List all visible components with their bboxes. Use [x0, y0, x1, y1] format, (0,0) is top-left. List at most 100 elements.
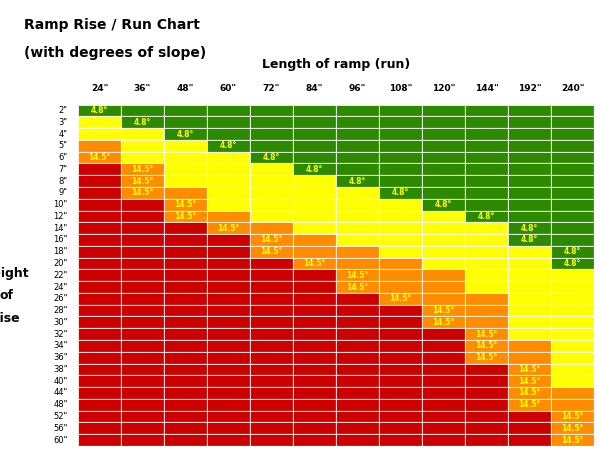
Bar — [293, 105, 336, 116]
Bar — [422, 140, 465, 152]
Bar — [250, 246, 293, 258]
Text: 36": 36" — [53, 353, 68, 362]
Text: 120": 120" — [432, 84, 455, 93]
Bar — [551, 364, 594, 375]
Bar — [379, 293, 422, 305]
Text: 38": 38" — [53, 365, 68, 374]
Text: 4.8°: 4.8° — [564, 259, 581, 268]
Bar — [207, 175, 250, 187]
Bar — [121, 128, 164, 140]
Bar — [422, 328, 465, 340]
Bar — [336, 163, 379, 175]
Bar — [250, 175, 293, 187]
Bar — [551, 105, 594, 116]
Text: 20": 20" — [53, 259, 68, 268]
Bar — [250, 152, 293, 163]
Text: 14.5°: 14.5° — [518, 377, 541, 386]
Bar — [250, 269, 293, 281]
Bar — [379, 246, 422, 258]
Text: 4.8°: 4.8° — [435, 200, 452, 209]
Text: 4.8°: 4.8° — [220, 142, 237, 150]
Bar — [250, 340, 293, 352]
Bar — [508, 340, 551, 352]
Bar — [379, 116, 422, 128]
Text: 14.5°: 14.5° — [131, 188, 154, 197]
Bar — [250, 387, 293, 399]
Bar — [551, 211, 594, 222]
Bar — [551, 140, 594, 152]
Bar — [164, 387, 207, 399]
Bar — [379, 422, 422, 434]
Bar — [78, 140, 121, 152]
Bar — [508, 410, 551, 422]
Bar — [336, 234, 379, 246]
Bar — [293, 387, 336, 399]
Bar — [508, 211, 551, 222]
Bar — [508, 269, 551, 281]
Bar — [508, 152, 551, 163]
Bar — [551, 116, 594, 128]
Bar — [465, 434, 508, 446]
Bar — [164, 317, 207, 328]
Text: 9.6°: 9.6° — [392, 247, 409, 256]
Bar — [465, 199, 508, 211]
Bar — [379, 410, 422, 422]
Bar — [336, 222, 379, 234]
Bar — [121, 422, 164, 434]
Bar — [250, 364, 293, 375]
Bar — [293, 258, 336, 269]
Text: 12": 12" — [53, 212, 68, 221]
Text: 14.5°: 14.5° — [475, 353, 497, 362]
Bar — [422, 364, 465, 375]
Bar — [379, 163, 422, 175]
Bar — [422, 234, 465, 246]
Bar — [336, 105, 379, 116]
Bar — [336, 187, 379, 199]
Bar — [207, 364, 250, 375]
Bar — [465, 258, 508, 269]
Bar — [465, 293, 508, 305]
Bar — [379, 211, 422, 222]
Bar — [336, 422, 379, 434]
Bar — [293, 152, 336, 163]
Bar — [250, 305, 293, 317]
Bar — [336, 211, 379, 222]
Bar — [336, 175, 379, 187]
Bar — [250, 116, 293, 128]
Bar — [207, 410, 250, 422]
Bar — [465, 328, 508, 340]
Text: 9.6°: 9.6° — [521, 306, 538, 315]
Bar — [508, 105, 551, 116]
Text: 14.5°: 14.5° — [260, 247, 283, 256]
Text: 9.6°: 9.6° — [263, 212, 280, 221]
Bar — [164, 187, 207, 199]
Bar — [78, 410, 121, 422]
Bar — [207, 269, 250, 281]
Bar — [207, 328, 250, 340]
Bar — [379, 305, 422, 317]
Bar — [293, 422, 336, 434]
Bar — [250, 293, 293, 305]
Bar — [207, 116, 250, 128]
Bar — [207, 140, 250, 152]
Bar — [336, 328, 379, 340]
Bar — [250, 140, 293, 152]
Bar — [336, 434, 379, 446]
Bar — [551, 199, 594, 211]
Text: 6": 6" — [59, 153, 68, 162]
Bar — [508, 387, 551, 399]
Bar — [164, 140, 207, 152]
Text: 7": 7" — [59, 165, 68, 174]
Bar — [250, 234, 293, 246]
Bar — [336, 281, 379, 293]
Bar — [465, 317, 508, 328]
Text: 24": 24" — [53, 283, 68, 292]
Text: 5": 5" — [59, 142, 68, 150]
Bar — [121, 340, 164, 352]
Bar — [207, 234, 250, 246]
Text: 14.5°: 14.5° — [260, 236, 283, 244]
Bar — [508, 317, 551, 328]
Bar — [121, 211, 164, 222]
Bar — [207, 258, 250, 269]
Bar — [78, 222, 121, 234]
